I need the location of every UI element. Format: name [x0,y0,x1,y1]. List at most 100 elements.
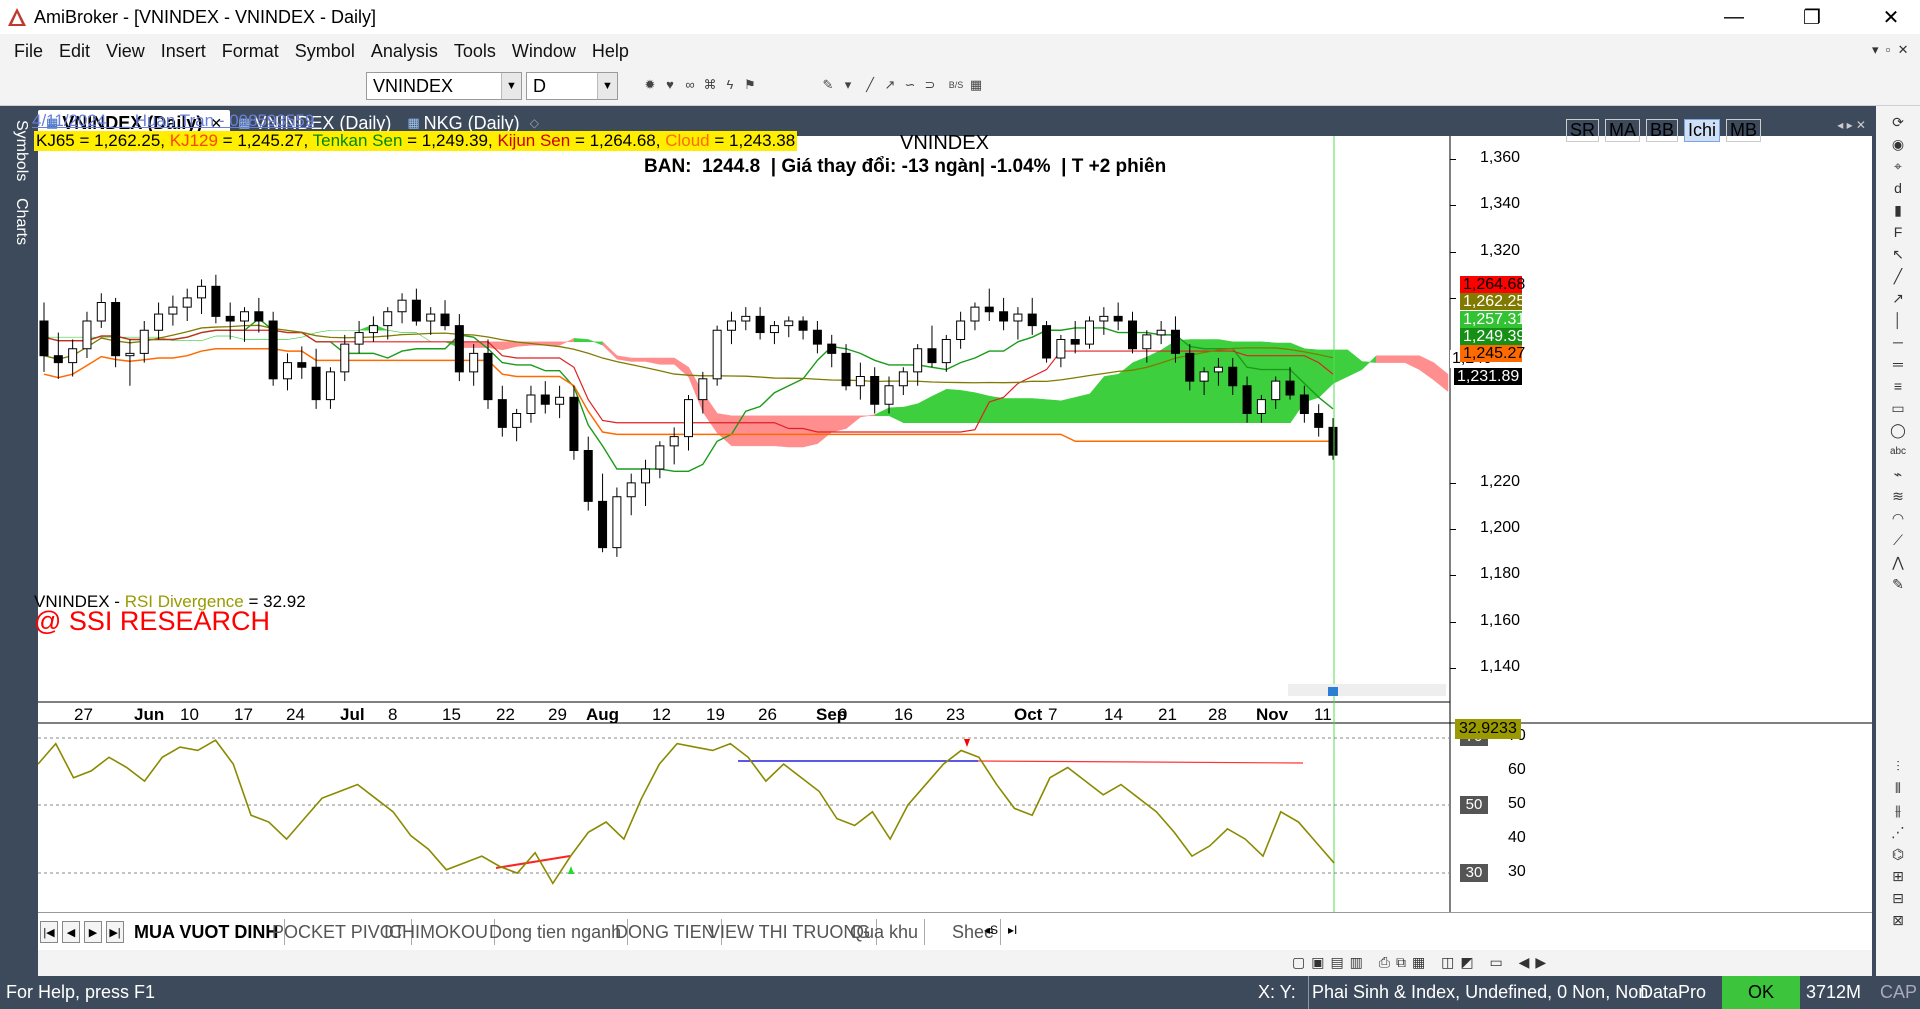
menu-symbol[interactable]: Symbol [294,40,355,61]
menu-format[interactable]: Format [221,40,279,61]
maximize-button[interactable]: ❐ [1803,6,1821,29]
sheet-tab[interactable]: Qua khu [844,919,926,945]
bars-icon[interactable]: ▮ [1894,202,1902,218]
menu-file[interactable]: File [14,40,44,61]
ichi-button[interactable]: Ichi [1684,119,1721,142]
abc-icon[interactable]: abc [1889,446,1907,457]
crosshair-icon[interactable]: ◉ [1891,136,1905,152]
magnet2-icon[interactable]: ⊃ [924,77,936,92]
menu-analysis[interactable]: Analysis [370,40,438,61]
pen-icon[interactable]: ✎ [1892,576,1904,592]
color-pen-icon[interactable]: ✎ [822,77,834,92]
d-icon[interactable]: d [1894,180,1902,196]
fib2-icon[interactable]: ≋ [1892,488,1904,504]
menu-insert[interactable]: Insert [160,40,206,61]
fib-icon[interactable]: ⌁ [1893,466,1903,482]
arrow-icon[interactable]: ↗ [1892,290,1904,306]
y-tick-mark [1450,575,1456,577]
menu-view[interactable]: View [106,40,145,61]
flag-icon[interactable]: ⚑ [744,77,756,92]
cursor-icon[interactable]: ⌖ [1894,158,1902,174]
vline-icon[interactable]: │ [1893,312,1903,328]
ellipse-icon[interactable]: ◯ [1890,422,1906,438]
sheet-tab[interactable]: ICHIMOKOU [378,919,496,945]
sheet-tab[interactable]: DONG TIEN [609,919,722,945]
gann-icon[interactable]: ⟋ [1893,532,1903,548]
tool-group-1: ✹ ♥ ∞ ⌘ ϟ ⚑ [642,76,758,94]
chart-area[interactable]: 27 Jun 10 17 24 Jul 8 15 22 29 Aug 12 19 26 Sep 9 16 23 Oc… [32,111,1872,912]
x-axis-label: 16 [894,705,913,724]
chart-header-line: 4/11/2024 Huan Tran - 098593559 [32,111,315,130]
hline2-icon[interactable]: ═ [1893,356,1903,372]
magnet-icon[interactable]: ϟ [726,77,734,92]
sheet-tab[interactable]: MUA VUOT DINH [128,919,286,945]
minimize-button[interactable]: — [1724,5,1744,28]
sheet-tab[interactable]: POCKET PIVOT [266,919,412,945]
prev-sheet-button[interactable]: ◀ [62,921,80,943]
dropdown-icon[interactable]: ▾ [844,77,852,92]
level8-icon[interactable]: ⊠ [1892,912,1904,928]
new-tab-icon[interactable]: ◇ [529,116,539,130]
pattern-icon[interactable]: ⌘ [703,77,717,92]
refresh-icon[interactable]: ⟳ [1892,114,1904,130]
close-button[interactable]: ✕ [1882,6,1900,29]
mb-button[interactable]: MB [1726,119,1762,142]
menu-help[interactable]: Help [591,40,629,61]
sheet-extra-buttons[interactable]: ◂S ▸I [984,923,1018,937]
level2-icon[interactable]: ⫴ [1895,780,1901,796]
doc-tab-nkg[interactable]: ▦ NKG (Daily) ◇ [399,110,547,136]
y-tick-label: 1,160 [1480,611,1521,629]
x-axis-label: 22 [496,705,515,724]
sheet-tab[interactable]: VIEW THI TRUONG [702,919,878,945]
line-icon[interactable]: ╱ [1893,268,1903,284]
candle [1185,344,1195,391]
menu-edit[interactable]: Edit [59,40,91,61]
level4-icon[interactable]: ⋰ [1891,824,1905,840]
x-axis-label: 27 [74,705,93,724]
x-axis-label: 15 [442,705,461,724]
mdi-controls[interactable]: ▾ ▫ ✕ [1872,42,1909,57]
buy-sell-icon[interactable]: B/S [948,80,964,90]
line-icon[interactable]: ╱ [866,77,874,92]
next-sheet-button[interactable]: ▶ [84,921,102,943]
first-sheet-button[interactable]: |◀ [40,921,58,943]
hline3-icon[interactable]: ≡ [1893,378,1903,394]
font-icon[interactable]: F [1893,224,1903,240]
bullish-icon[interactable]: ✹ [644,77,656,92]
tab-scroll-icons[interactable]: ◂ ▸ ✕ [1837,118,1866,132]
glasses-icon[interactable]: ∞ [685,77,695,92]
select-icon[interactable]: ↖ [1892,246,1904,262]
sr-button[interactable]: SR [1566,119,1600,142]
bb-button[interactable]: BB [1646,119,1679,142]
last-sheet-button[interactable]: ▶| [106,921,124,943]
sheet-tab[interactable]: Shee [946,919,1002,945]
doc-tab-label: NKG (Daily) [423,112,520,133]
level5-icon[interactable]: ⌬ [1891,846,1905,862]
level3-icon[interactable]: ⫵ [1894,802,1902,818]
interval-combo[interactable]: D ▼ [526,72,618,100]
heart-icon[interactable]: ♥ [666,77,674,92]
level1-icon[interactable]: ⫶ [1896,758,1900,774]
level7-icon[interactable]: ⊟ [1892,890,1904,906]
doc-tab-vnindex[interactable]: ▦ VNINDEX (Daily) [230,110,399,136]
hline-icon[interactable]: ─ [1893,334,1903,350]
rect-icon[interactable]: ▭ [1891,400,1905,416]
curve-icon[interactable]: ∽ [904,77,916,92]
symbols-tab[interactable]: Symbols [13,120,30,182]
ma-button[interactable]: MA [1605,119,1641,142]
chevron-down-icon[interactable]: ▼ [501,73,521,99]
menu-window[interactable]: Window [511,40,576,61]
menu-tools[interactable]: Tools [453,40,496,61]
close-tab-icon[interactable]: ✕ [210,114,223,131]
lower-toolbar-icons[interactable]: ▢▣▤▥ ⎙⧉▦ ◫◩ ▭ ◀▶ [1292,954,1553,970]
grid-icon[interactable]: ▦ [969,77,983,92]
trend-icon[interactable]: ↗ [884,77,896,92]
charts-tab[interactable]: Charts [13,198,30,246]
sheet-tab[interactable]: Dong tien nganh [483,919,629,945]
arc-icon[interactable]: ◠ [1891,510,1905,526]
symbol-combo[interactable]: VNINDEX ▼ [366,72,522,100]
chevron-down-icon[interactable]: ▼ [597,73,617,99]
level6-icon[interactable]: ⊞ [1892,868,1904,884]
zigzag-icon[interactable]: ⋀ [1892,554,1904,570]
